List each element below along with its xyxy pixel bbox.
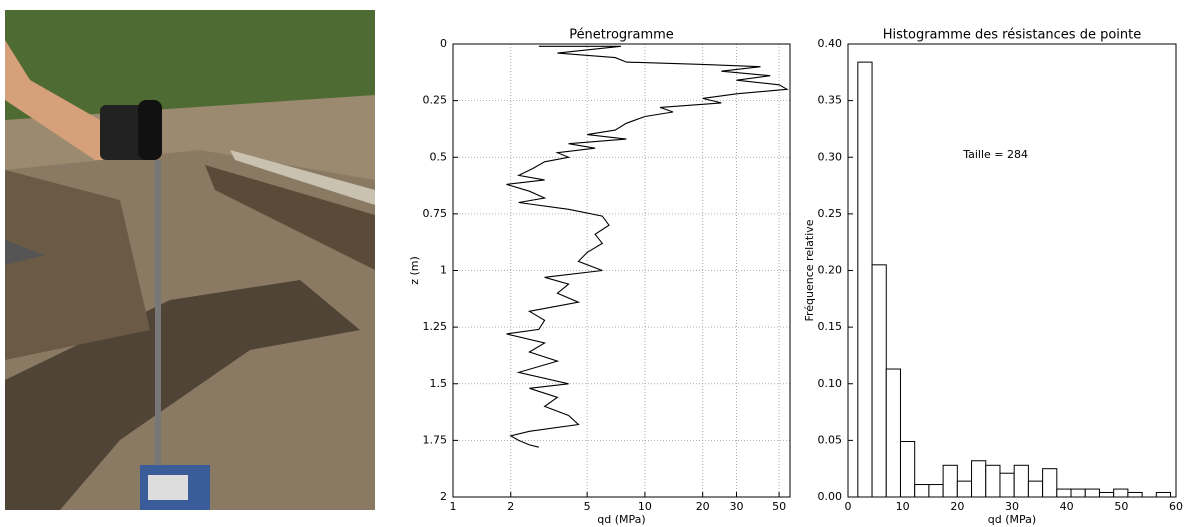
x-tick-label: 1	[450, 500, 457, 513]
x-tick-label: 0	[845, 500, 852, 513]
y-tick-label: 0.5	[430, 150, 448, 163]
y-tick-label: 0.30	[818, 150, 843, 163]
bar	[1056, 488, 1072, 498]
y-tick-label: 0.15	[818, 320, 843, 333]
y-tick-label: 1	[440, 264, 447, 277]
bar	[1127, 491, 1143, 498]
x-tick-label: 10	[896, 500, 910, 513]
plot-frame	[452, 43, 791, 498]
bar	[885, 368, 901, 498]
x-axis-label: qd (MPa)	[988, 513, 1036, 526]
plot-frame	[847, 43, 1177, 498]
bar	[956, 480, 973, 498]
bar	[1155, 491, 1172, 498]
y-tick-label: 0.20	[818, 264, 843, 277]
y-tick-label: 0.25	[818, 207, 843, 220]
y-axis-label: Fréquence relative	[803, 219, 816, 321]
x-axis-label: qd (MPa)	[597, 513, 645, 526]
x-tick-label: 5	[584, 500, 591, 513]
x-tick-label: 10	[638, 500, 652, 513]
photo	[5, 10, 375, 510]
bar	[1113, 488, 1129, 498]
x-tick-label: 30	[1005, 500, 1019, 513]
y-tick-label: 1.75	[423, 433, 448, 446]
bar	[857, 61, 873, 498]
x-tick-label: 50	[772, 500, 786, 513]
x-tick-label: 20	[696, 500, 710, 513]
y-tick-label: 1.25	[423, 320, 448, 333]
bar	[1042, 468, 1058, 498]
bar	[1013, 464, 1029, 498]
x-tick-label: 30	[729, 500, 743, 513]
chart-title: Pénetrogramme	[569, 28, 674, 43]
y-tick-label: 0	[440, 37, 447, 50]
bar	[914, 484, 930, 498]
bar	[1070, 488, 1086, 498]
x-tick-label: 60	[1169, 500, 1183, 513]
x-tick-label: 40	[1060, 500, 1074, 513]
y-tick-label: 0.10	[818, 377, 843, 390]
y-tick-label: 2	[440, 490, 447, 503]
bar	[971, 460, 987, 498]
bar	[899, 441, 916, 498]
x-tick-label: 50	[1114, 500, 1128, 513]
x-tick-label: 2	[507, 500, 514, 513]
y-tick-label: 0.75	[423, 207, 448, 220]
y-axis-label: z (m)	[408, 256, 421, 285]
bar	[985, 464, 1001, 498]
y-tick-label: 0.40	[818, 37, 843, 50]
y-tick-label: 0.05	[818, 433, 843, 446]
bar	[928, 484, 944, 498]
bar	[1084, 488, 1100, 498]
x-tick-label: 20	[950, 500, 964, 513]
profile-line	[506, 45, 789, 448]
bar	[1027, 480, 1044, 498]
bar	[942, 464, 958, 498]
y-tick-label: 0.00	[818, 490, 843, 503]
y-tick-label: 0.35	[818, 94, 843, 107]
annotation: Taille = 284	[962, 148, 1028, 161]
bar	[1098, 491, 1115, 498]
bar	[871, 264, 887, 498]
y-tick-label: 1.5	[430, 377, 448, 390]
y-tick-label: 0.25	[423, 94, 448, 107]
bar	[999, 472, 1015, 498]
chart-title: Histogramme des résistances de pointe	[883, 28, 1142, 43]
